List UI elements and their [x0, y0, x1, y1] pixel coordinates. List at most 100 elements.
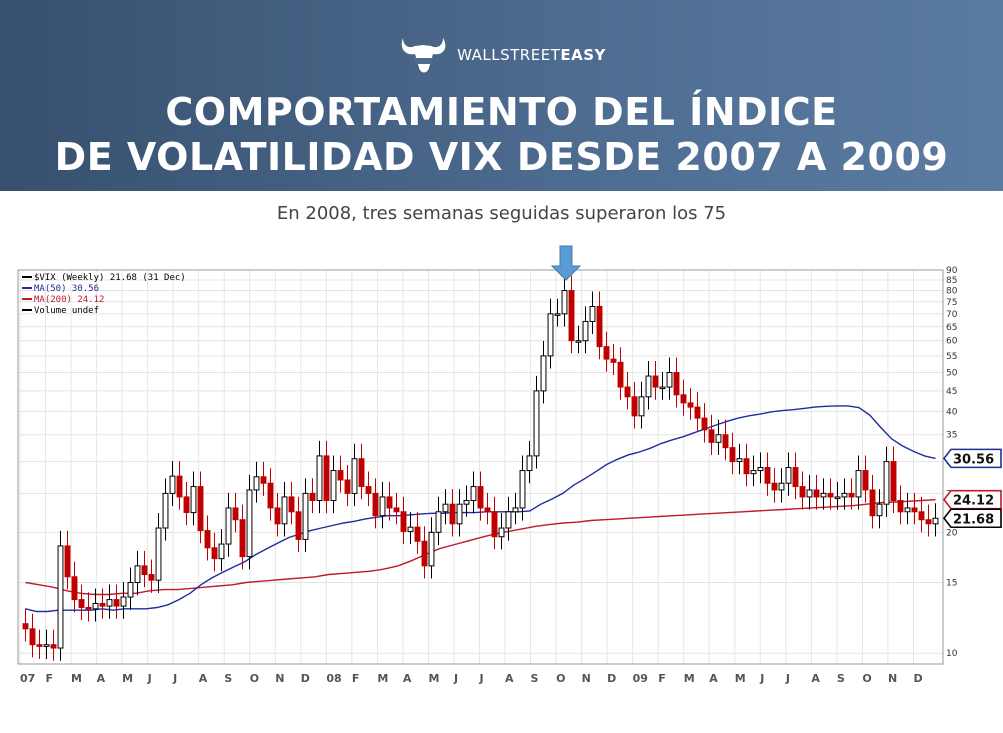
candle-body	[100, 603, 105, 606]
candle	[492, 497, 497, 550]
y-tick-label: 85	[946, 276, 957, 286]
brand-logo[interactable]: WALLSTREETEASY	[0, 34, 1003, 76]
candle-body	[828, 493, 833, 497]
candle	[856, 456, 861, 510]
x-tick-label: N	[888, 672, 897, 685]
candle-body	[688, 403, 693, 407]
candle-body	[30, 629, 35, 645]
candle-body	[44, 645, 49, 647]
candle-body	[380, 497, 385, 516]
candle-body	[800, 487, 805, 497]
legend-ma50-label: MA(50) 30.56	[34, 284, 99, 294]
y-tick-label: 70	[946, 310, 958, 320]
y-tick-label: 40	[946, 407, 958, 417]
candle	[387, 482, 392, 521]
candle	[436, 497, 441, 545]
candle-body	[877, 504, 882, 516]
x-tick-label: J	[172, 672, 177, 685]
candle-body	[163, 493, 168, 528]
candle-body	[492, 512, 497, 537]
candle-body	[604, 347, 609, 359]
candle-body	[555, 314, 560, 316]
candle-body	[513, 508, 518, 512]
x-tick-label: 07	[20, 672, 35, 685]
candle-body	[737, 459, 742, 462]
x-tick-label: S	[531, 672, 539, 685]
x-tick-label: F	[658, 672, 666, 685]
candle-body	[569, 291, 574, 341]
x-tick-label: M	[735, 672, 746, 685]
legend-volume-label: Volume undef	[34, 306, 99, 316]
candle	[247, 475, 252, 569]
candle	[562, 276, 567, 327]
candle	[380, 482, 385, 528]
candle-body	[310, 493, 315, 500]
x-tick-label: M	[428, 672, 439, 685]
candle-body	[520, 471, 525, 508]
candle	[44, 630, 49, 659]
candle	[604, 332, 609, 372]
candle	[345, 465, 350, 506]
candle	[527, 441, 532, 483]
candle-body	[352, 459, 357, 494]
candle	[422, 526, 427, 578]
y-tick-label: 45	[946, 387, 957, 397]
candle-body	[177, 476, 182, 497]
candle-body	[814, 490, 819, 497]
candle	[205, 516, 210, 561]
candle	[814, 475, 819, 510]
candle-body	[240, 520, 245, 557]
candle	[758, 452, 763, 483]
candle-body	[366, 487, 371, 494]
x-tick-label: O	[862, 672, 871, 685]
candle-body	[499, 528, 504, 537]
candle	[359, 444, 364, 500]
chart-legend: $VIX (Weekly) 21.68 (31 Dec)MA(50) 30.56…	[22, 273, 186, 316]
candle	[261, 462, 266, 496]
candle	[786, 452, 791, 495]
candle-body	[863, 471, 868, 490]
candle	[863, 456, 868, 503]
candle	[639, 382, 644, 429]
bull-logo-icon	[397, 34, 449, 76]
candle	[275, 493, 280, 537]
candle	[415, 512, 420, 554]
y-tick-label: 50	[946, 369, 958, 379]
candle-body	[128, 582, 133, 597]
candle	[408, 512, 413, 544]
candle	[282, 482, 287, 537]
candle-body	[121, 597, 126, 606]
candle-body	[660, 387, 665, 389]
candle-body	[184, 497, 189, 513]
candle	[723, 420, 728, 461]
candle-body	[86, 607, 91, 609]
candle-body	[422, 541, 427, 566]
candle	[156, 513, 161, 593]
candle-body	[681, 395, 686, 403]
candle	[835, 482, 840, 510]
x-tick-label: D	[301, 672, 310, 685]
candle	[611, 344, 616, 375]
x-tick-label: D	[607, 672, 616, 685]
candle-body	[233, 508, 238, 520]
candle-body	[716, 435, 721, 443]
candle	[653, 361, 658, 400]
candle-body	[457, 504, 462, 524]
candle	[849, 478, 854, 509]
candle-body	[37, 645, 42, 647]
candle-body	[625, 387, 630, 397]
candle	[842, 478, 847, 509]
candle-body	[408, 527, 413, 531]
candle	[58, 531, 63, 661]
tag-close: 21.68	[944, 509, 1001, 527]
y-tick-label: 65	[946, 323, 957, 333]
candle	[429, 517, 434, 578]
candle-body	[114, 600, 119, 607]
candle	[625, 372, 630, 409]
candle-body	[135, 566, 140, 583]
candle	[800, 472, 805, 510]
candle-body	[331, 471, 336, 501]
vix-weekly-chart: 1015202530354045505560657075808590 07FMA…	[0, 238, 1003, 698]
candle	[30, 614, 35, 658]
candle-body	[653, 376, 658, 387]
